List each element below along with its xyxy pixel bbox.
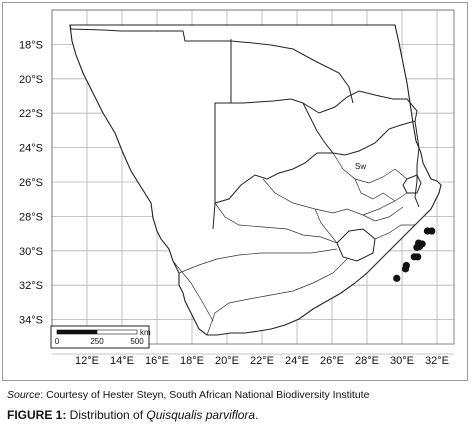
scale-unit: km bbox=[140, 328, 151, 337]
continent-outline bbox=[69, 24, 442, 336]
border-caprivi bbox=[215, 98, 304, 104]
figure-text: Distribution of bbox=[66, 408, 147, 422]
scale-tick-500: 500 bbox=[130, 337, 144, 346]
provincial-borders bbox=[172, 152, 415, 336]
longitude-label: 16°E bbox=[145, 355, 169, 367]
latitude-label: 34°S bbox=[19, 315, 43, 327]
latitude-label: 20°S bbox=[19, 74, 43, 86]
inset-label: Sw bbox=[355, 162, 366, 171]
southern-africa-outline: Sw bbox=[69, 24, 442, 336]
caption-period: . bbox=[255, 408, 259, 422]
latitude-label: 24°S bbox=[19, 143, 43, 155]
border-mozambique bbox=[414, 120, 420, 208]
source-text: : Courtesy of Hester Steyn, South Africa… bbox=[40, 389, 370, 401]
figure-caption: FIGURE 1: Distribution of Quisqualis par… bbox=[7, 408, 258, 422]
scale-tick-250: 250 bbox=[90, 337, 104, 346]
longitude-label: 20°E bbox=[215, 355, 239, 367]
occurrence-points bbox=[393, 227, 436, 282]
source-label: Source bbox=[7, 389, 41, 401]
latitude-label: 22°S bbox=[19, 108, 43, 120]
occurrence-point bbox=[428, 227, 436, 235]
scale-bar: km 0 250 500 bbox=[50, 325, 151, 349]
occurrence-point bbox=[401, 265, 410, 273]
longitude-label: 26°E bbox=[320, 355, 344, 367]
occurrence-point bbox=[415, 242, 424, 251]
longitude-label: 22°E bbox=[250, 355, 274, 367]
latitude-label: 28°S bbox=[19, 211, 43, 223]
map-frame: Sw 12°E 14°E 16°E 18°E 20°E 22°E 24°E 26°E 28°E 3… bbox=[2, 2, 468, 381]
distribution-map: Sw 12°E 14°E 16°E 18°E 20°E 22°E 24°E 26°E 28°E 3… bbox=[19, 9, 455, 367]
border-zambia bbox=[230, 40, 354, 104]
latitude-label: 30°S bbox=[19, 246, 43, 258]
border-swaziland bbox=[402, 174, 422, 194]
border-lesotho bbox=[336, 228, 376, 262]
figure-label: FIGURE 1: bbox=[7, 408, 67, 422]
longitude-label: 30°E bbox=[390, 355, 414, 367]
longitude-label: 24°E bbox=[285, 355, 309, 367]
latitude-label: 32°S bbox=[19, 280, 43, 292]
axis-labels: 12°E 14°E 16°E 18°E 20°E 22°E 24°E 26°E 28°E 30°E… bbox=[19, 39, 449, 367]
latitude-label: 26°S bbox=[19, 177, 43, 189]
longitude-label: 32°E bbox=[425, 355, 449, 367]
longitude-label: 18°E bbox=[180, 355, 204, 367]
source-line: Source: Courtesy of Hester Steyn, South … bbox=[7, 389, 369, 401]
longitude-label: 12°E bbox=[75, 355, 99, 367]
scale-tick-0: 0 bbox=[55, 337, 60, 346]
border-botswana-sa bbox=[214, 152, 333, 204]
border-angola bbox=[69, 24, 232, 42]
species-name: Quisqualis parviflora bbox=[146, 408, 256, 422]
occurrence-point bbox=[414, 253, 422, 261]
latitude-label: 18°S bbox=[19, 39, 43, 51]
map-border bbox=[51, 9, 455, 345]
longitude-label: 14°E bbox=[110, 355, 134, 367]
longitude-label: 28°E bbox=[355, 355, 379, 367]
occurrence-point bbox=[393, 274, 401, 282]
